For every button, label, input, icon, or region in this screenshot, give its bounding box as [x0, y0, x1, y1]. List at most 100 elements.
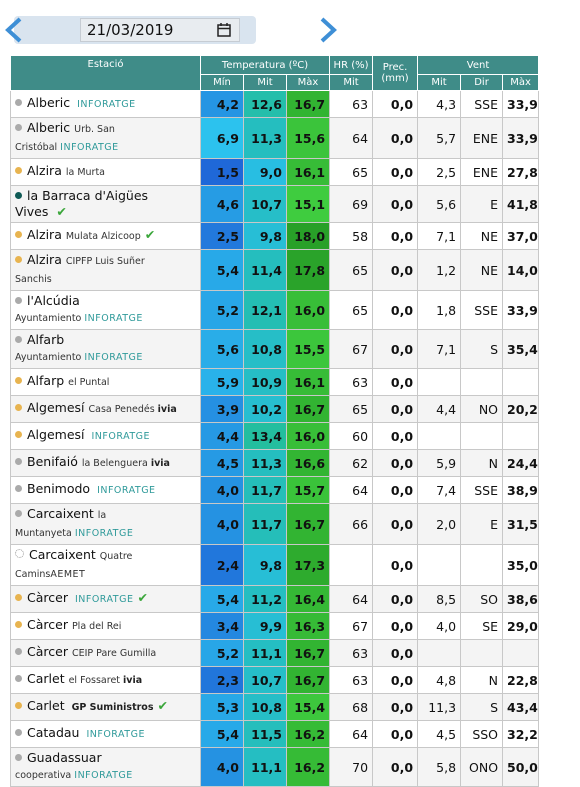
value-cell: 12,1 — [243, 290, 287, 330]
verified-check: ✔ — [144, 227, 156, 242]
value-cell: 16,1 — [285, 368, 331, 396]
value-cell: 7,4 — [417, 476, 462, 504]
next-arrow[interactable] — [316, 16, 340, 44]
status-dot — [15, 754, 22, 761]
station-cell: Carlet GP Suministros ✔ — [10, 693, 201, 721]
value-cell: 16,7 — [285, 666, 331, 694]
station-name: l'Alcúdia — [27, 293, 80, 308]
value-cell: 41,8 — [502, 185, 540, 223]
station-cell: Carcaixent la Muntanyeta INFORATGE — [10, 503, 201, 545]
value-cell: 68 — [329, 693, 374, 721]
station-row: Alfarp el Puntal 5,9 10,9 16,1 63 0,0 — [10, 368, 540, 396]
station-cell: Alberic Urb. San Cristóbal INFORATGE — [10, 117, 201, 159]
station-name: Algemesí — [27, 427, 85, 442]
prev-arrow[interactable] — [2, 16, 26, 44]
value-cell: 0,0 — [372, 476, 419, 504]
value-cell: S — [460, 693, 504, 721]
value-cell: 66 — [329, 503, 374, 545]
station-cell: Alberic INFORATGE — [10, 90, 201, 118]
value-cell: 0,0 — [372, 90, 419, 118]
date-bar: 21/03/2019 — [0, 14, 340, 46]
station-name: Carcaixent — [29, 547, 96, 562]
station-place: Casa Penedés — [88, 404, 155, 415]
value-cell: 32,2 — [502, 720, 540, 748]
value-cell: 5,4 — [200, 720, 244, 748]
status-dot — [15, 167, 22, 174]
station-name: Alfarp — [27, 373, 65, 388]
network-badge: INFORATGE — [84, 313, 143, 324]
value-cell: 31,5 — [502, 503, 540, 545]
status-dot — [15, 729, 22, 736]
value-cell: 20,2 — [502, 395, 540, 423]
subheader-cell: Dir — [460, 74, 504, 91]
stations-table: Estació Temperatura (ºC) HR (%) Prec. (m… — [10, 55, 540, 787]
status-dot — [15, 675, 22, 682]
header-cell: HR (%) — [329, 55, 374, 75]
station-place: el Puntal — [68, 377, 110, 388]
value-cell: 2,5 — [417, 158, 462, 186]
value-cell: 16,7 — [285, 395, 331, 423]
value-cell: 5,6 — [417, 185, 462, 223]
station-place: CIPFP Luis Suñer Sanchis — [15, 256, 145, 285]
subheader-cell: Mit — [243, 74, 287, 91]
value-cell: 0,0 — [372, 249, 419, 291]
value-cell: 11,3 — [243, 117, 287, 159]
value-cell — [329, 544, 374, 586]
value-cell: 17,3 — [285, 544, 331, 586]
station-cell: Catadau INFORATGE — [10, 720, 201, 748]
station-name: Càrcer — [27, 590, 68, 605]
station-row: Algemesí INFORATGE 4,4 13,4 16,0 60 0,0 — [10, 422, 540, 450]
value-cell: 2,4 — [200, 544, 244, 586]
station-cell: Càrcer Pla del Rei — [10, 612, 201, 640]
value-cell: 16,3 — [285, 612, 331, 640]
station-row: Alzira Mulata Alzicoop ✔ 2,5 9,8 18,0 58 0,0 7,… — [10, 222, 540, 250]
value-cell: 0,0 — [372, 639, 419, 667]
network-badge: INFORATGE — [77, 99, 136, 110]
value-cell: 11,2 — [243, 585, 287, 613]
value-cell: 15,7 — [285, 476, 331, 504]
header-cell: Vent — [417, 55, 540, 75]
station-place: cooperativa — [15, 770, 72, 781]
station-place: la Belenguera — [81, 458, 148, 469]
verified-check: ✔ — [137, 590, 148, 605]
value-cell: 2,3 — [200, 666, 244, 694]
value-cell: 10,7 — [243, 185, 287, 223]
station-cell: Benimodo INFORATGE — [10, 476, 201, 504]
value-cell: 67 — [329, 329, 374, 369]
value-cell: 1,5 — [200, 158, 244, 186]
station-cell: Alfarp el Puntal — [10, 368, 201, 396]
value-cell: 16,2 — [285, 747, 331, 787]
value-cell: 35,0 — [502, 544, 540, 586]
value-cell: 4,0 — [417, 612, 462, 640]
value-cell: 16,4 — [285, 585, 331, 613]
network-badge: ivia — [150, 458, 170, 469]
value-cell: 11,7 — [243, 503, 287, 545]
value-cell: SE — [460, 612, 504, 640]
station-name: Benifaió — [27, 454, 78, 469]
value-cell: 63 — [329, 368, 374, 396]
network-badge: GP Suministros — [71, 702, 154, 713]
value-cell: 5,3 — [200, 693, 244, 721]
value-cell — [460, 422, 504, 450]
station-row: la Barraca d'Aigües Vives ✔ 4,6 10,7 15,1 69… — [10, 185, 540, 223]
value-cell: 60 — [329, 422, 374, 450]
value-cell: 0,0 — [372, 503, 419, 545]
value-cell: N — [460, 666, 504, 694]
value-cell: 37,0 — [502, 222, 540, 250]
station-name: Càrcer — [27, 644, 68, 659]
status-dot — [15, 621, 22, 628]
status-dot — [15, 404, 22, 411]
status-dot — [15, 458, 22, 465]
subheader-cell: Màx — [502, 74, 540, 91]
date-input[interactable]: 21/03/2019 — [80, 18, 240, 42]
value-cell — [502, 422, 540, 450]
calendar-icon[interactable] — [217, 23, 231, 37]
network-badge: INFORATGE — [74, 594, 134, 605]
value-cell: 70 — [329, 747, 374, 787]
value-cell: 0,0 — [372, 368, 419, 396]
value-cell: 4,0 — [200, 503, 244, 545]
network-badge: ivia — [157, 404, 177, 415]
value-cell: 4,5 — [417, 720, 462, 748]
value-cell: 0,0 — [372, 612, 419, 640]
value-cell: 11,3 — [243, 449, 287, 477]
